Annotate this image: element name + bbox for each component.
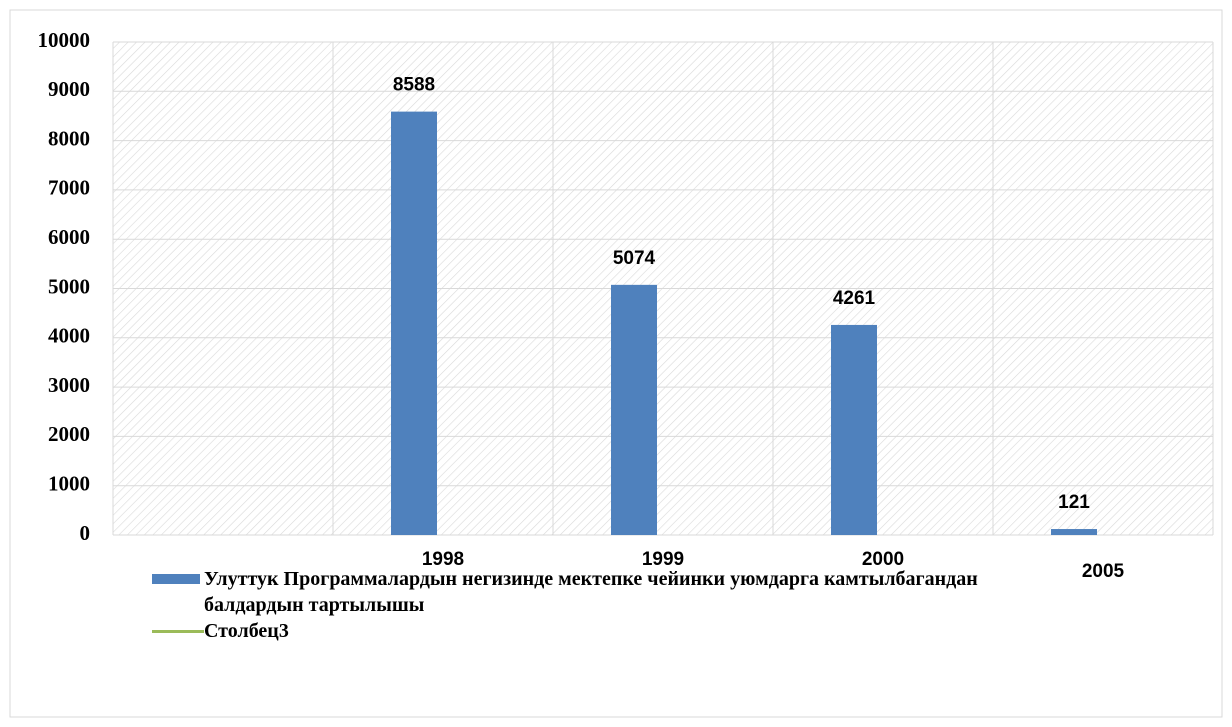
- legend-item: Улуттук Программалардын негизинде мектеп…: [152, 566, 1052, 618]
- y-tick-label: 9000: [48, 77, 90, 101]
- x-tick-label: 2000: [862, 549, 904, 570]
- y-tick-label: 1000: [48, 472, 90, 496]
- bar: [831, 324, 877, 535]
- legend-swatch: [152, 574, 200, 584]
- y-tick-label: 6000: [48, 225, 90, 249]
- data-label: 8588: [393, 75, 435, 96]
- data-label: 121: [1058, 492, 1090, 513]
- y-tick-label: 3000: [48, 373, 90, 397]
- data-label: 4261: [833, 288, 876, 309]
- legend-label: Улуттук Программалардын негизинде мектеп…: [204, 568, 978, 616]
- y-tick-label: 2000: [48, 422, 90, 446]
- legend-swatch: [152, 630, 204, 633]
- legend-label: Столбец3: [204, 620, 289, 642]
- y-tick-label: 8000: [48, 126, 90, 150]
- legend: Улуттук Программалардын негизинде мектеп…: [152, 566, 1052, 644]
- y-tick-label: 0: [80, 521, 91, 545]
- y-tick-label: 10000: [38, 28, 91, 52]
- x-tick-label: 2005: [1082, 561, 1125, 582]
- legend-item: Столбец3: [152, 618, 1052, 644]
- y-tick-label: 4000: [48, 324, 90, 348]
- y-tick-label: 5000: [48, 274, 90, 298]
- bar: [1051, 529, 1097, 535]
- bar: [611, 284, 657, 535]
- data-label: 5074: [613, 248, 656, 269]
- bar: [391, 111, 437, 535]
- y-tick-label: 7000: [48, 176, 90, 200]
- x-tick-label: 1998: [422, 549, 464, 570]
- x-tick-label: 1999: [642, 549, 684, 570]
